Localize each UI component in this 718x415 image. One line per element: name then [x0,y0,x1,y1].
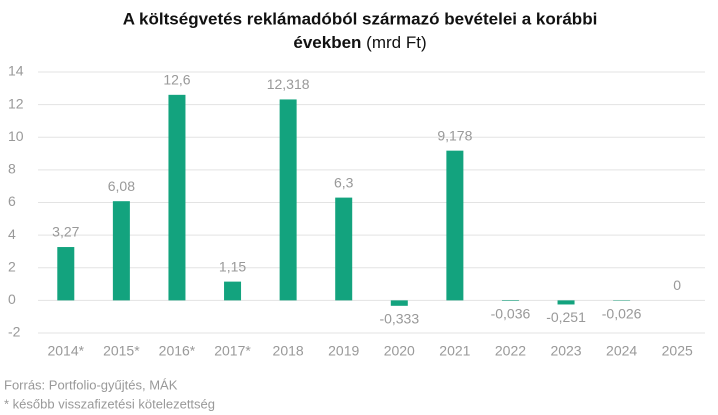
source-note: Forrás: Portfolio-gyűjtés, MÁK [4,377,178,392]
value-label: 3,27 [52,224,79,240]
value-label: 9,178 [437,127,472,143]
x-tick-label: 2020 [384,343,415,359]
x-tick-label: 2022 [495,343,526,359]
chart-unit: (mrd Ft) [366,33,426,52]
value-label: -0,026 [602,306,642,322]
bar [501,300,519,301]
bar [335,197,353,301]
chart-title: években [293,33,361,52]
x-tick-label: 2014* [47,343,84,359]
x-tick-label: 2017* [214,343,251,359]
chart-title: A költségvetés reklámadóból származó bev… [123,9,598,28]
x-tick-label: 2019 [328,343,359,359]
value-label: 1,15 [219,258,246,274]
bar [168,94,186,301]
value-label: 0 [673,277,681,293]
y-tick-label: 12 [8,95,24,111]
bar [112,201,130,301]
y-tick-label: -2 [8,324,21,340]
bar [557,300,575,305]
x-tick-label: 2024 [606,343,637,359]
y-tick-label: 0 [8,291,16,307]
y-tick-label: 14 [8,63,24,79]
bar [57,247,75,301]
value-label: -0,251 [546,309,586,325]
y-tick-label: 10 [8,128,24,144]
bar [224,281,242,301]
x-tick-label: 2018 [273,343,304,359]
y-tick-label: 6 [8,193,16,209]
y-tick-label: 4 [8,226,16,242]
x-tick-label: 2015* [103,343,140,359]
x-tick-label: 2025 [662,343,693,359]
bar [446,150,464,301]
value-label: 6,3 [334,174,354,190]
value-label: 6,08 [108,178,135,194]
x-tick-label: 2016* [159,343,196,359]
bar [390,300,408,306]
x-tick-label: 2023 [550,343,581,359]
y-tick-label: 2 [8,258,16,274]
value-label: -0,333 [379,311,419,327]
value-label: 12,318 [267,76,310,92]
chart-title-line-2: években (mrd Ft) [293,33,426,52]
footnote: * később visszafizetési kötelezettség [4,396,215,411]
value-label: 12,6 [163,72,190,88]
x-tick-label: 2021 [439,343,470,359]
bar [279,99,297,301]
value-label: -0,036 [491,306,531,322]
y-tick-label: 8 [8,161,16,177]
